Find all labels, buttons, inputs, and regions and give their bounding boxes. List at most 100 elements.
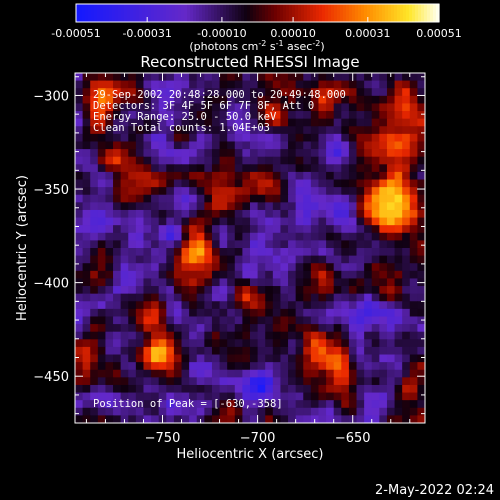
heatmap-cell — [151, 316, 160, 325]
heatmap-cell — [326, 232, 335, 241]
heatmap-cell — [166, 415, 175, 424]
colorbar-cell — [262, 4, 266, 22]
heatmap-cell — [257, 156, 266, 165]
heatmap-cell — [280, 308, 289, 317]
heatmap-cell — [97, 263, 106, 272]
heatmap-cell — [379, 88, 388, 97]
heatmap-cell — [364, 202, 373, 211]
heatmap-cell — [265, 164, 274, 173]
heatmap-cell — [379, 308, 388, 317]
heatmap-cell — [371, 95, 380, 104]
heatmap-cell — [364, 415, 373, 424]
heatmap-cell — [135, 240, 144, 249]
heatmap-cell — [97, 73, 106, 82]
heatmap-cell — [135, 202, 144, 211]
heatmap-cell — [326, 133, 335, 142]
heatmap-cell — [409, 187, 418, 196]
heatmap-cell — [310, 384, 319, 394]
heatmap-cell — [143, 103, 152, 112]
heatmap-cell — [219, 324, 228, 333]
heatmap-cell — [310, 346, 319, 356]
heatmap-cell — [143, 118, 152, 127]
heatmap-cell — [135, 217, 144, 226]
heatmap-cell — [211, 149, 221, 158]
heatmap-cell — [105, 73, 114, 82]
heatmap-cell — [364, 339, 373, 348]
heatmap-cell — [333, 346, 342, 356]
heatmap-cell — [234, 156, 243, 165]
heatmap-cell — [151, 400, 160, 409]
heatmap-cell — [105, 407, 114, 416]
heatmap-cell — [326, 171, 335, 181]
heatmap-cell — [356, 384, 365, 394]
colorbar-frame — [75, 3, 440, 23]
heatmap-cell — [417, 187, 426, 196]
heatmap-cell — [158, 362, 167, 371]
heatmap-cell — [386, 232, 396, 241]
heatmap-cell — [379, 194, 388, 203]
heatmap-cell — [318, 301, 327, 310]
heatmap-cell — [82, 308, 91, 317]
heatmap-cell — [386, 377, 396, 386]
heatmap-cell — [348, 293, 358, 302]
heatmap-cell — [257, 369, 266, 378]
heatmap-cell — [219, 126, 228, 135]
heatmap-cell — [257, 407, 266, 416]
heatmap-cell — [386, 103, 396, 112]
heatmap-cell — [211, 126, 221, 135]
heatmap-cell — [113, 415, 122, 424]
heatmap-cell — [189, 308, 198, 317]
heatmap-cell — [356, 118, 365, 127]
heatmap-cell — [82, 339, 91, 348]
heatmap-cell — [113, 407, 122, 416]
heatmap-cell — [310, 255, 319, 264]
heatmap-cell — [204, 232, 213, 241]
heatmap-cell — [386, 308, 396, 317]
heatmap-cell — [204, 384, 213, 394]
heatmap-cell — [295, 407, 304, 416]
heatmap-cell — [90, 133, 99, 142]
heatmap-cell — [219, 202, 228, 211]
heatmap-cell — [386, 263, 396, 272]
heatmap-cell — [371, 369, 380, 378]
heatmap-cell — [257, 255, 266, 264]
heatmap-cell — [90, 156, 99, 165]
heatmap-cell — [189, 232, 198, 241]
heatmap-cell — [204, 301, 213, 310]
heatmap-cell — [386, 111, 396, 120]
heatmap-cell — [97, 286, 106, 295]
heatmap-cell — [158, 263, 167, 272]
heatmap-cell — [310, 354, 319, 363]
colorbar-cell — [151, 4, 155, 22]
heatmap-cell — [310, 179, 319, 188]
heatmap-cell — [166, 362, 175, 371]
heatmap-cell — [310, 301, 319, 310]
heatmap-cell — [82, 270, 91, 279]
heatmap-cell — [250, 73, 259, 82]
heatmap-cell — [250, 225, 259, 234]
heatmap-cell — [386, 217, 396, 226]
heatmap-cell — [394, 248, 403, 257]
heatmap-cell — [280, 133, 289, 142]
heatmap-cell — [364, 377, 373, 386]
heatmap-cell — [379, 331, 388, 340]
heatmap-cell — [257, 217, 266, 226]
heatmap-cell — [166, 111, 175, 120]
heatmap-cell — [326, 324, 335, 333]
heatmap-cell — [272, 179, 281, 188]
heatmap-cell — [250, 133, 259, 142]
heatmap-cell — [196, 308, 205, 317]
heatmap-cell — [326, 384, 335, 394]
y-axis-ticks: −300−350−400−450 — [33, 76, 425, 415]
heatmap-cell — [402, 286, 411, 295]
heatmap-cell — [371, 133, 380, 142]
heatmap-cell — [143, 194, 152, 203]
heatmap-cell — [265, 316, 274, 325]
heatmap-cell — [272, 316, 281, 325]
heatmap-cell — [227, 240, 236, 249]
heatmap-cell — [135, 392, 144, 401]
heatmap-cell — [348, 407, 358, 416]
heatmap-cell — [158, 339, 167, 348]
heatmap-cell — [356, 73, 365, 82]
heatmap-cell — [257, 80, 266, 89]
